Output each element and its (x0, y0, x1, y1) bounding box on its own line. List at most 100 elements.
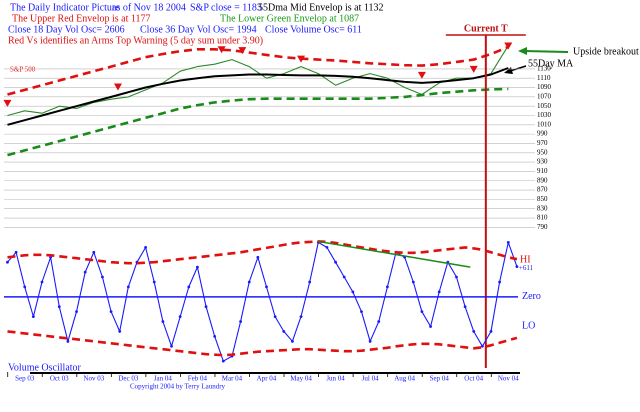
osc-point (178, 315, 182, 318)
osc36: Close 36 Day Vol Osc= 1994 (140, 24, 257, 35)
series-line (7, 87, 509, 157)
y-tick-label: 810 (537, 214, 548, 222)
x-tick-label: Oct 04 (464, 375, 483, 383)
osc-point (92, 250, 96, 254)
osc-point (31, 315, 35, 318)
series-line (7, 67, 509, 126)
y-tick-label: 1090 (537, 83, 552, 91)
x-tick-label: Mar 04 (222, 375, 243, 383)
mid-envelope: Mid Envelop is at 1132 (290, 2, 384, 13)
osc-point (23, 285, 27, 289)
osc-point (411, 280, 415, 284)
osc-point (463, 305, 467, 309)
osc-point (109, 310, 113, 314)
osc-point (196, 265, 199, 269)
x-tick-label: Aug 04 (394, 375, 415, 383)
x-tick-label: Jan 04 (154, 375, 173, 383)
lower-envelope: The Lower Green Envelop at 1087 (220, 13, 359, 24)
y-tick-label: 930 (537, 158, 548, 166)
osc-point (221, 359, 225, 363)
x-tick-label: Sep 04 (430, 375, 450, 383)
arms-warning (217, 46, 226, 54)
y-tick-label: 790 (537, 223, 548, 231)
osc-point (325, 245, 329, 249)
x-tick-label: Jul 04 (362, 375, 379, 383)
y-tick-label: 950 (537, 148, 548, 156)
osc-point (472, 330, 476, 333)
x-tick-label: Apr 04 (257, 375, 277, 383)
x-tick-label: Nov 04 (498, 375, 519, 383)
title: The Daily Indicator Picture (10, 2, 120, 13)
arms-note: Red Vs identifies an Arms Top Warning (5… (8, 35, 263, 46)
osc-point (118, 330, 122, 333)
osc-point (239, 320, 242, 323)
x-tick-label: Oct 03 (50, 375, 69, 383)
osc-point (342, 275, 346, 279)
osc-point (368, 339, 372, 343)
osc-point (161, 320, 165, 323)
osc18: Close 18 Day Vol Osc= 2606 (8, 24, 125, 35)
osc-point (265, 285, 268, 289)
y-tick-label: 830 (537, 204, 548, 212)
osc-point (101, 275, 104, 279)
osc-point (83, 270, 87, 274)
arms-warning (469, 65, 478, 73)
osc-point (506, 241, 510, 244)
price-label: S&P 500 (10, 66, 36, 74)
osc-point (437, 290, 441, 294)
osc-point (273, 315, 277, 318)
arms-warning (3, 99, 12, 107)
osc-point (152, 280, 156, 284)
x-tick-label: Feb 04 (188, 375, 208, 383)
arrowhead (518, 47, 527, 55)
osc-point (489, 330, 493, 333)
value-label: +611 (519, 264, 534, 272)
osc-point (299, 315, 303, 318)
osc-point (40, 280, 44, 284)
arrow (509, 65, 527, 72)
osc-point (57, 305, 61, 309)
osc-point (429, 325, 432, 328)
osc-point (385, 285, 389, 289)
series-line (7, 241, 518, 362)
osc-point (187, 285, 191, 289)
osc-point (334, 260, 337, 264)
osc-point (213, 334, 217, 338)
series-line (7, 45, 509, 117)
arms-warning (417, 71, 426, 79)
osc-point (515, 265, 519, 269)
y-tick-label: 1030 (537, 111, 552, 119)
osc-point (282, 330, 286, 333)
arrow (523, 50, 569, 53)
y-tick-label: 1110 (537, 74, 551, 82)
series-line (7, 45, 509, 96)
y-tick-label: 990 (537, 130, 548, 138)
osc-point (308, 280, 312, 284)
y-tick-label: 1130 (537, 65, 551, 73)
osc-point (66, 339, 70, 343)
y-tick-label: 870 (537, 186, 548, 194)
osc-point (75, 310, 78, 314)
series-line (7, 240, 518, 265)
ma-label: 55Day MA (528, 58, 574, 69)
y-tick-label: 1070 (537, 92, 552, 100)
x-tick-label: Nov 03 (83, 375, 104, 383)
osc-point (256, 255, 260, 259)
lo-label: LO (522, 320, 535, 331)
series-line (7, 330, 518, 357)
y-tick-label: 890 (537, 176, 548, 184)
osc-point (247, 280, 251, 284)
x-tick-label: May 04 (290, 375, 312, 383)
copyright: Copyright 2004 by Terry Laundry (130, 383, 226, 391)
osc-point (377, 320, 381, 323)
osc-point (126, 285, 130, 289)
zero-label: Zero (522, 291, 541, 302)
callout: Upside breakout (573, 46, 639, 57)
arms-warning (297, 55, 306, 63)
osc-point (420, 310, 424, 314)
osc-label: Volume Oscillator (8, 362, 82, 373)
dma: 55Dma (258, 2, 288, 13)
osc-point (14, 250, 18, 254)
osc-point (291, 339, 294, 343)
